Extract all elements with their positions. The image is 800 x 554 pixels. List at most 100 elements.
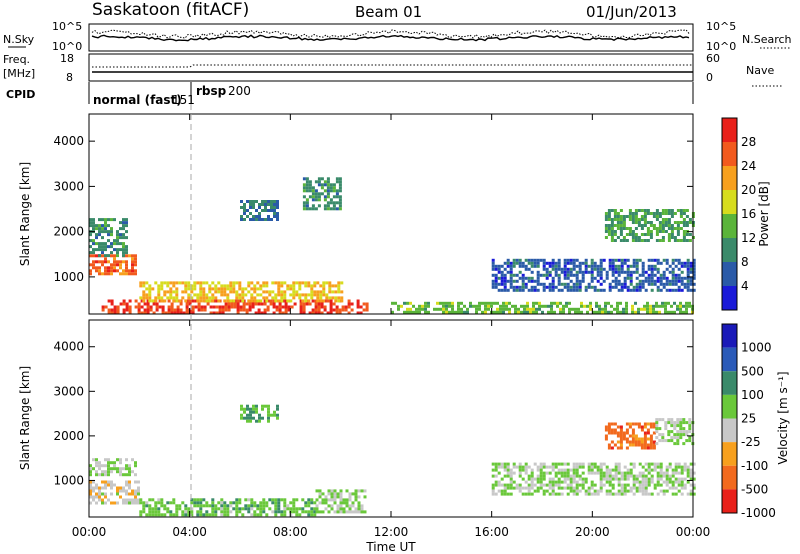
power-cell [247, 284, 251, 288]
power-cell [418, 304, 421, 308]
power-cell [661, 239, 665, 242]
power-cell [224, 302, 228, 306]
velocity-cell [664, 439, 668, 443]
power-cell [101, 224, 104, 228]
velocity-cell [569, 468, 573, 472]
velocity-cell [658, 427, 662, 431]
velocity-cell [689, 489, 693, 493]
power-cell [667, 209, 671, 212]
velocity-cell [187, 510, 191, 514]
power-cell [548, 282, 552, 286]
power-cell [148, 293, 152, 297]
power-cell [214, 290, 218, 294]
power-cell [442, 307, 445, 311]
power-cell [160, 281, 164, 285]
power-cell [299, 299, 303, 303]
velocity-cell [151, 513, 155, 517]
power-cell [142, 290, 146, 294]
velocity-cell [131, 492, 134, 496]
velocity-cell [128, 464, 131, 468]
power-cell [619, 224, 623, 227]
power-cell [682, 224, 686, 227]
power-cell [610, 230, 614, 233]
power-cell [338, 311, 342, 315]
power-cell [397, 307, 400, 311]
power-cell [233, 302, 237, 306]
power-cell [563, 258, 567, 262]
velocity-cell [551, 483, 555, 487]
power-cell [284, 305, 288, 309]
power-cell [145, 296, 149, 300]
velocity-cell [267, 404, 270, 408]
velocity-cell [184, 504, 188, 508]
power-cell [253, 290, 257, 294]
velocity-cell [524, 486, 528, 490]
power-cell [181, 290, 185, 294]
noise-left-label: N.Sky [3, 33, 35, 46]
power-cell [530, 264, 534, 268]
power-cell [305, 207, 309, 211]
power-cell [529, 310, 532, 314]
velocity-cell [677, 483, 681, 487]
power-cell [122, 218, 125, 222]
velocity-cell [539, 471, 543, 475]
velocity-cell [619, 446, 623, 450]
velocity-cell [274, 501, 278, 505]
power-cell [139, 281, 143, 285]
velocity-cell [307, 510, 311, 514]
power-cell [655, 215, 659, 218]
power-cell [611, 267, 615, 271]
velocity-cell [273, 410, 276, 414]
power-cell [607, 227, 611, 230]
power-cell [308, 189, 312, 193]
velocity-cell [608, 468, 612, 472]
velocity-cell [101, 498, 104, 502]
power-cell [613, 230, 617, 233]
power-cell [536, 270, 540, 274]
power-cell [610, 233, 614, 236]
power-cell [535, 310, 538, 314]
power-cell [568, 301, 571, 305]
velocity-cell [659, 471, 663, 475]
velocity-cell [536, 477, 540, 481]
power-cell [302, 183, 306, 187]
velocity-cell [500, 489, 504, 493]
power-cell [491, 264, 495, 268]
velocity-cell [497, 471, 501, 475]
power-cell [323, 308, 327, 312]
power-cell [424, 310, 427, 314]
power-cell [253, 284, 257, 288]
velocity-cell [542, 483, 546, 487]
power-cell [152, 311, 156, 315]
power-cell [599, 288, 603, 292]
power-cell [125, 266, 128, 270]
power-cell [635, 270, 639, 274]
velocity-cell [339, 510, 343, 514]
power-cell [270, 200, 273, 203]
power-cell [157, 287, 161, 291]
power-cell [532, 301, 535, 305]
velocity-cell [509, 471, 513, 475]
power-cell [254, 311, 258, 315]
power-cell [659, 288, 663, 292]
velocity-cell [551, 468, 555, 472]
power-cell [547, 310, 550, 314]
velocity-cell [602, 477, 606, 481]
power-cell [514, 304, 517, 308]
power-cell [298, 287, 302, 291]
velocity-cell [640, 446, 644, 450]
velocity-cell [104, 473, 107, 477]
velocity-cell [689, 468, 693, 472]
velocity-cell [536, 480, 540, 484]
power-cell [331, 296, 335, 300]
power-cell [101, 248, 104, 252]
velocity-cell [249, 410, 252, 414]
velocity-cell [166, 501, 170, 505]
power-cell [98, 269, 101, 273]
velocity-ytick-label: 1000 [53, 473, 84, 487]
velocity-cell [689, 477, 693, 481]
xtick-label: 00:00 [72, 525, 107, 539]
power-cell [530, 285, 534, 289]
power-cell [493, 301, 496, 305]
velocity-cell [110, 461, 113, 465]
